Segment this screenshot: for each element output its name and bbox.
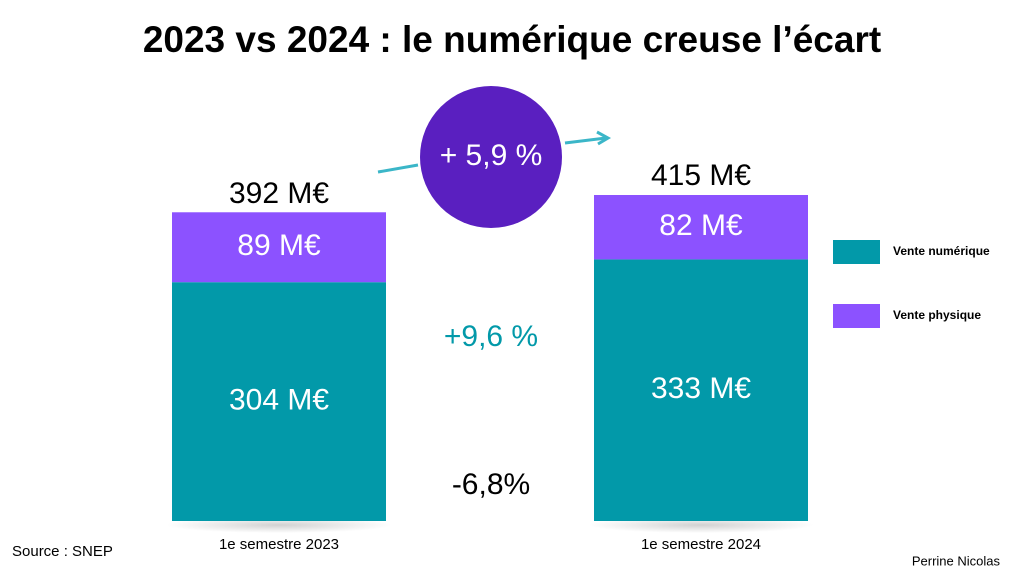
arrow (564, 136, 607, 145)
bar-segment (594, 195, 808, 260)
legend-label: Vente physique (893, 308, 981, 322)
x-tick-label: 1e semestre 2023 (219, 536, 339, 553)
arrow-head (596, 130, 612, 146)
source: Source : SNEP (12, 543, 113, 560)
value-label: 304 M€ (229, 384, 329, 417)
chart-title: 2023 vs 2024 : le numérique creuse l’éca… (143, 19, 881, 60)
value-label: 89 M€ (237, 229, 321, 262)
total-label: 415 M€ (651, 159, 751, 192)
bar-segment (172, 282, 386, 521)
growth-circle (420, 86, 562, 228)
author: Perrine Nicolas (912, 553, 1001, 568)
annotation: -6,8% (452, 468, 530, 501)
annotation: +9,6 % (444, 320, 538, 353)
x-tick-label: 1e semestre 2024 (641, 536, 761, 553)
bar-segment (594, 259, 808, 521)
legend-label: Vente numérique (893, 244, 990, 258)
value-label: 333 M€ (651, 372, 751, 405)
arrow (377, 163, 419, 174)
bar-segment (172, 212, 386, 283)
value-label: 82 M€ (659, 209, 743, 242)
total-label: 392 M€ (229, 177, 329, 210)
legend-swatch (833, 240, 880, 264)
annotation: + 5,9 % (440, 139, 543, 172)
legend-swatch (833, 304, 880, 328)
